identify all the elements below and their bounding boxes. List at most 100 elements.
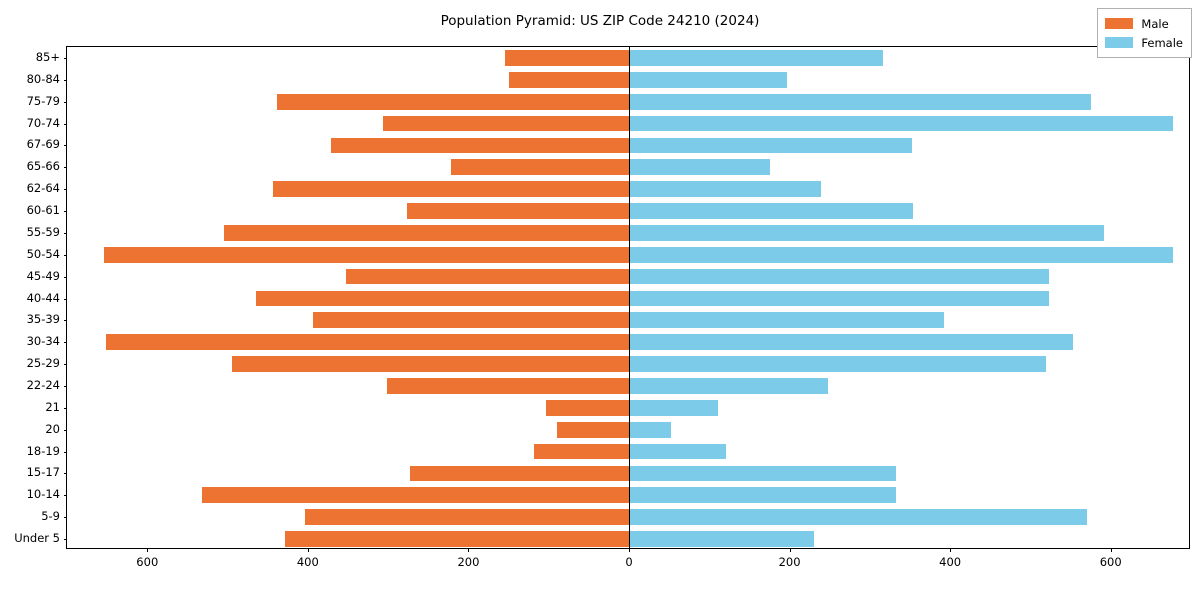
bar-male[interactable] <box>313 312 629 329</box>
bar-female[interactable] <box>629 399 719 416</box>
bar-female[interactable] <box>629 312 944 329</box>
bar-male[interactable] <box>224 225 629 241</box>
y-axis-tick-label: 10-14 <box>26 487 60 502</box>
y-axis-tick <box>63 495 67 497</box>
legend-item-male[interactable]: Male <box>1105 14 1183 33</box>
bar-female[interactable] <box>629 93 1092 110</box>
bar-female[interactable] <box>629 531 814 547</box>
x-axis-tick <box>789 548 791 552</box>
bar-row <box>67 531 1189 547</box>
bar-male[interactable] <box>277 93 629 110</box>
bar-male[interactable] <box>409 465 629 482</box>
x-axis-tick <box>147 548 149 552</box>
y-axis-tick-label: 55-59 <box>26 224 60 239</box>
bar-row <box>67 421 1189 438</box>
bar-male[interactable] <box>272 181 629 197</box>
bar-female[interactable] <box>629 443 727 460</box>
bar-male[interactable] <box>534 443 629 460</box>
bar-female[interactable] <box>629 181 821 197</box>
y-axis-tick <box>63 539 67 541</box>
y-axis-tick <box>63 189 67 191</box>
bar-row <box>67 443 1189 460</box>
bar-male[interactable] <box>346 268 629 285</box>
x-axis-tick-label: 600 <box>136 555 159 569</box>
bar-female[interactable] <box>629 465 897 482</box>
bar-female[interactable] <box>629 159 771 176</box>
bar-male[interactable] <box>255 290 629 307</box>
bar-female[interactable] <box>629 334 1073 351</box>
bar-row <box>67 246 1189 263</box>
bar-row <box>67 71 1189 88</box>
y-axis-tick-label: Under 5 <box>14 531 60 546</box>
bar-female[interactable] <box>629 71 788 88</box>
bar-female[interactable] <box>629 225 1105 241</box>
y-axis-tick <box>63 211 67 213</box>
x-axis-tick <box>468 548 470 552</box>
y-axis-tick <box>63 385 67 387</box>
y-axis-tick-label: 62-64 <box>26 181 60 196</box>
x-axis-tick-label: 400 <box>296 555 319 569</box>
bar-male[interactable] <box>546 399 629 416</box>
bar-male[interactable] <box>383 115 629 132</box>
y-axis-tick <box>63 167 67 169</box>
bar-row <box>67 378 1189 394</box>
x-axis-tick-label: 200 <box>457 555 480 569</box>
y-axis-tick-label: 80-84 <box>26 71 60 86</box>
bar-female[interactable] <box>629 356 1047 372</box>
y-axis-tick-label: 45-49 <box>26 268 60 283</box>
bar-female[interactable] <box>629 290 1049 307</box>
y-axis-tick <box>63 101 67 103</box>
bar-male[interactable] <box>305 509 629 526</box>
bar-row <box>67 312 1189 329</box>
bar-female[interactable] <box>629 115 1173 132</box>
bar-male[interactable] <box>450 159 629 176</box>
bar-male[interactable] <box>386 378 629 394</box>
bar-male[interactable] <box>406 203 629 219</box>
bar-male[interactable] <box>508 71 629 88</box>
bar-row <box>67 225 1189 241</box>
bar-female[interactable] <box>629 509 1088 526</box>
bar-female[interactable] <box>629 246 1173 263</box>
bar-row <box>67 50 1189 66</box>
bar-male[interactable] <box>231 356 629 372</box>
bar-female[interactable] <box>629 378 829 394</box>
x-axis-tick-label: 400 <box>939 555 962 569</box>
bar-female[interactable] <box>629 50 883 66</box>
bar-male[interactable] <box>556 421 629 438</box>
y-axis-tick-label: 60-61 <box>26 203 60 218</box>
y-axis-tick-label: 75-79 <box>26 93 60 108</box>
bar-male[interactable] <box>284 531 629 547</box>
x-axis-tick <box>1110 548 1112 552</box>
bar-male[interactable] <box>505 50 629 66</box>
bar-female[interactable] <box>629 487 897 504</box>
bars-layer <box>67 47 1189 548</box>
bar-female[interactable] <box>629 137 913 154</box>
y-axis-tick <box>63 232 67 234</box>
y-axis-tick <box>63 320 67 322</box>
y-axis-tick-label: 70-74 <box>26 115 60 130</box>
bar-female[interactable] <box>629 203 914 219</box>
y-axis-tick <box>63 451 67 453</box>
bar-male[interactable] <box>106 334 629 351</box>
bar-row <box>67 509 1189 526</box>
x-axis-tick <box>950 548 952 552</box>
y-axis-tick-label: 22-24 <box>26 377 60 392</box>
y-axis-tick-label: 50-54 <box>26 246 60 261</box>
bar-male[interactable] <box>331 137 629 154</box>
legend-label-male: Male <box>1141 16 1169 31</box>
bar-female[interactable] <box>629 421 671 438</box>
legend-item-female[interactable]: Female <box>1105 33 1183 52</box>
y-axis-tick <box>63 342 67 344</box>
bar-female[interactable] <box>629 268 1049 285</box>
y-axis-tick-label: 21 <box>45 399 60 414</box>
bar-male[interactable] <box>201 487 629 504</box>
y-axis-tick-label: 67-69 <box>26 137 60 152</box>
zero-axis-line <box>629 47 631 548</box>
bar-row <box>67 399 1189 416</box>
y-axis-tick <box>63 57 67 59</box>
bar-row <box>67 465 1189 482</box>
y-axis-tick-label: 65-66 <box>26 159 60 174</box>
bar-row <box>67 137 1189 154</box>
x-axis-tick <box>629 548 630 552</box>
bar-male[interactable] <box>103 246 629 263</box>
